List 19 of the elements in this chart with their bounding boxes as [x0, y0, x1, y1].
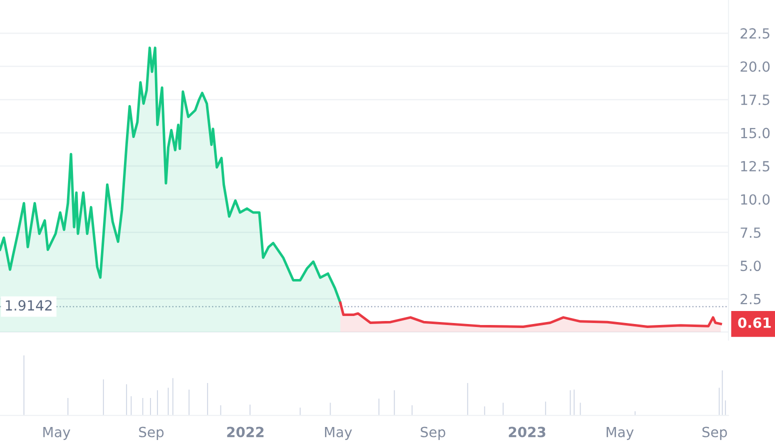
y-tick-label: 7.5: [740, 228, 760, 238]
y-tick-label: 15.0: [741, 128, 770, 138]
y-tick-label: 20.0: [740, 61, 770, 72]
y-tick-label: 10.0: [741, 194, 770, 205]
x-tick-label: Sep: [420, 426, 446, 440]
x-tick-label: May: [325, 426, 352, 440]
y-tick-label: 12.5: [741, 160, 770, 172]
ref-line-label: 1.9142: [6, 300, 52, 311]
y-tick-label: 5.0: [740, 260, 761, 272]
x-tick-label: May: [606, 426, 634, 440]
x-tick-label: Sep: [702, 426, 727, 440]
y-tick-label: 22.5: [740, 28, 770, 39]
annotation: 0.61: [738, 317, 771, 328]
x-tick-label: 2022: [227, 426, 264, 438]
x-tick-label: May: [43, 426, 70, 440]
x-tick-label: 2023: [508, 426, 546, 438]
y-tick-label: 2.5: [740, 294, 760, 304]
x-tick-label: Sep: [139, 426, 164, 440]
y-tick-label: 17.5: [741, 94, 770, 106]
